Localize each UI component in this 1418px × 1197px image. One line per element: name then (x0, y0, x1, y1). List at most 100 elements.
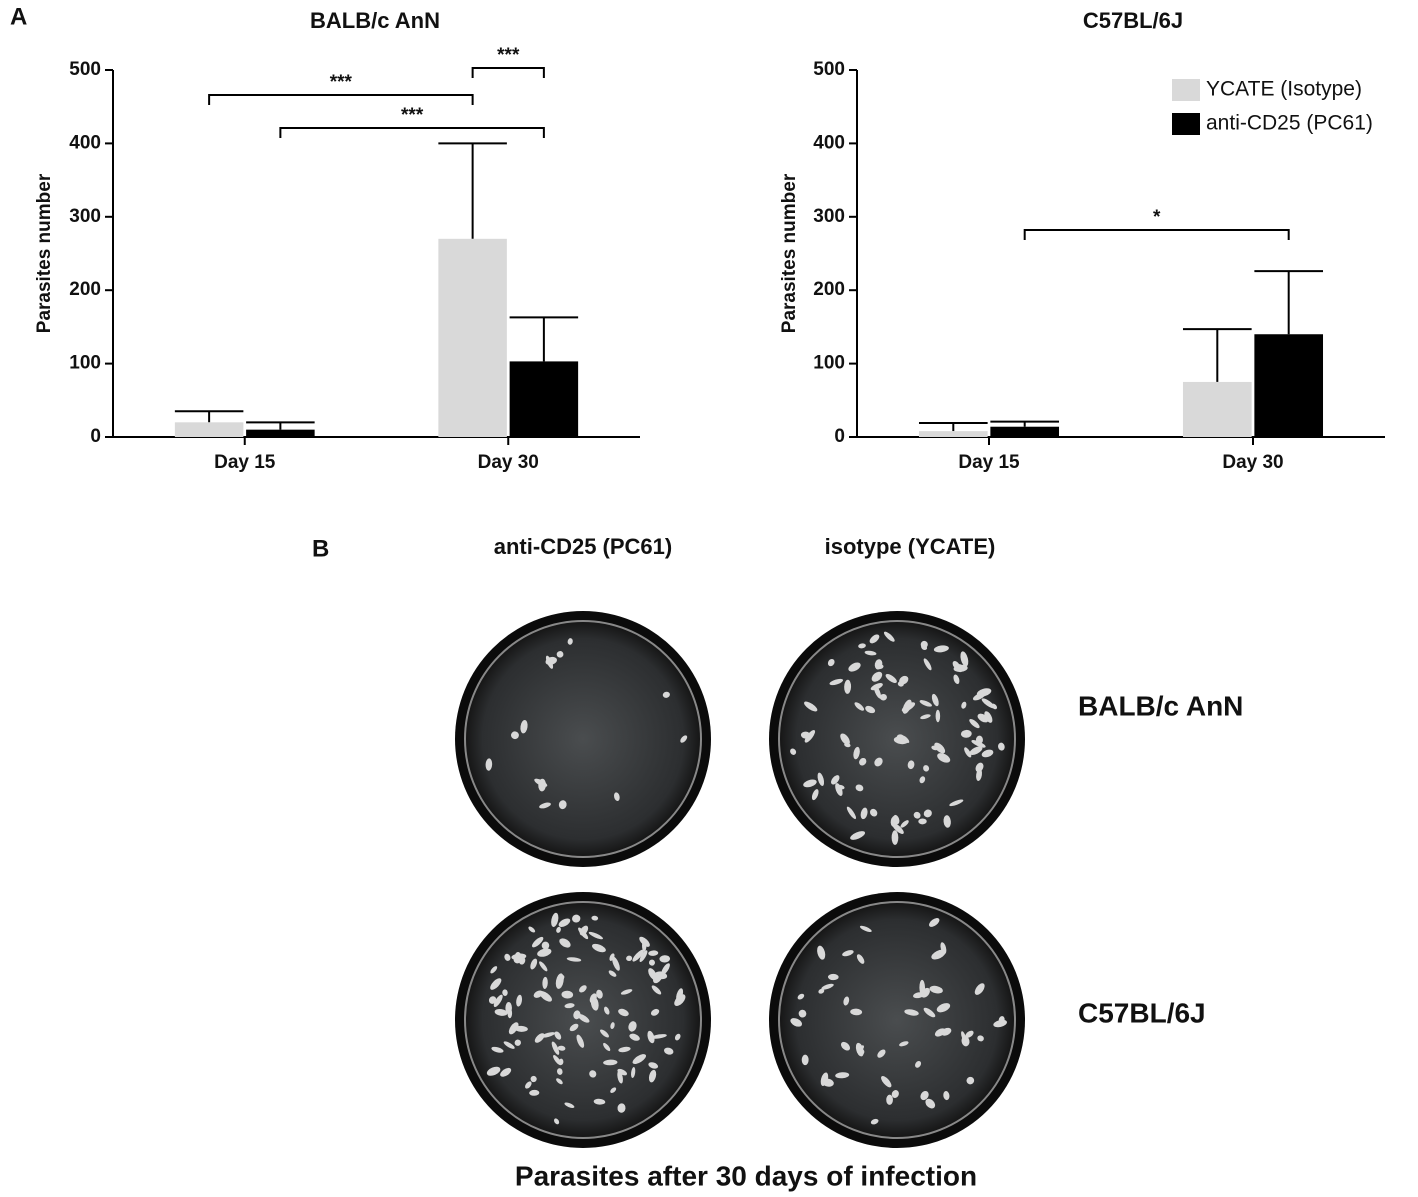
y-axis-label: Parasites number (34, 173, 55, 333)
parasite (659, 955, 671, 963)
y-tick-label: 500 (69, 59, 101, 80)
parasite (528, 926, 536, 933)
parasite (648, 968, 657, 981)
parasite (557, 1068, 563, 1075)
parasite (883, 631, 895, 642)
y-tick-label: 400 (69, 132, 101, 153)
parasite (856, 954, 865, 964)
y-tick-label: 500 (813, 59, 845, 80)
parasite (572, 914, 581, 923)
photo-title: Parasites after 30 days of infection (515, 1160, 977, 1191)
parasite (516, 994, 523, 1007)
parasite (628, 1021, 637, 1032)
parasite (567, 638, 573, 645)
parasite (790, 748, 797, 755)
parasite (488, 996, 497, 1004)
parasite (974, 983, 985, 995)
parasite (599, 1029, 610, 1038)
parasite (541, 1032, 556, 1038)
y-tick-label: 200 (813, 279, 845, 300)
parasite (797, 993, 805, 1000)
parasite (929, 918, 940, 927)
chart-title: C57BL/6J (1083, 8, 1183, 33)
legend-swatch (1172, 79, 1200, 101)
parasite (591, 943, 606, 953)
parasite (648, 959, 655, 966)
parasite (632, 1054, 647, 1065)
parasite (663, 1047, 674, 1055)
parasite (835, 783, 843, 796)
parasite (608, 970, 617, 977)
parasite (629, 1033, 640, 1041)
parasite (931, 949, 946, 960)
parasite (933, 645, 949, 653)
parasite (502, 989, 508, 996)
parasite (530, 958, 538, 970)
significance-bracket (1023, 229, 1290, 240)
parasite (891, 830, 899, 845)
parasite (651, 985, 662, 995)
parasite (610, 1087, 617, 1093)
significance-label: *** (330, 72, 353, 93)
parasite (904, 1009, 919, 1016)
significance-label: *** (497, 45, 520, 66)
parasite (662, 691, 670, 698)
parasite (981, 698, 995, 709)
parasite (800, 731, 811, 739)
y-tick-label: 200 (69, 279, 101, 300)
photo-row-label: BALB/c AnN (1078, 690, 1243, 721)
parasite (943, 815, 951, 828)
parasite (556, 926, 561, 933)
parasite (874, 659, 883, 670)
parasite (558, 800, 567, 810)
parasite (840, 1041, 851, 1051)
parasite (935, 709, 941, 723)
parasite (921, 987, 930, 998)
parasite (631, 1067, 636, 1079)
parasite (676, 988, 684, 1002)
parasite (618, 1046, 631, 1053)
parasite (559, 975, 565, 981)
parasite (545, 656, 557, 665)
parasite (874, 757, 883, 767)
parasite (972, 692, 986, 701)
parasite (661, 963, 670, 975)
parasite (961, 701, 967, 709)
parasite (940, 942, 947, 955)
parasite (493, 994, 503, 1008)
parasite (961, 1031, 967, 1043)
parasite (899, 1041, 909, 1047)
parasite (617, 1068, 628, 1076)
parasite (937, 753, 951, 763)
parasite (804, 701, 818, 712)
legend-swatch (1172, 113, 1200, 135)
parasite (551, 912, 559, 928)
parasite (532, 936, 544, 948)
parasite (842, 950, 854, 957)
parasite (520, 719, 528, 734)
parasite (936, 1003, 951, 1013)
parasite (539, 961, 548, 972)
parasite (913, 811, 921, 819)
parasite (923, 658, 932, 671)
parasite (503, 1041, 515, 1049)
parasite (537, 948, 552, 957)
parasite (618, 1008, 629, 1017)
parasite (921, 644, 928, 651)
parasite (490, 978, 502, 990)
parasite (593, 1098, 606, 1105)
parasite (859, 757, 867, 766)
parasite (877, 1049, 886, 1058)
parasite (969, 719, 980, 729)
parasite (539, 802, 551, 809)
parasite (886, 1094, 893, 1105)
parasite (940, 1027, 952, 1036)
parasite (500, 1067, 512, 1077)
parasite (632, 949, 645, 962)
parasite (969, 746, 983, 755)
parasite (977, 1035, 984, 1042)
parasite (960, 729, 972, 738)
parasite (642, 939, 647, 952)
parasite (870, 683, 883, 691)
parasite (976, 768, 983, 781)
